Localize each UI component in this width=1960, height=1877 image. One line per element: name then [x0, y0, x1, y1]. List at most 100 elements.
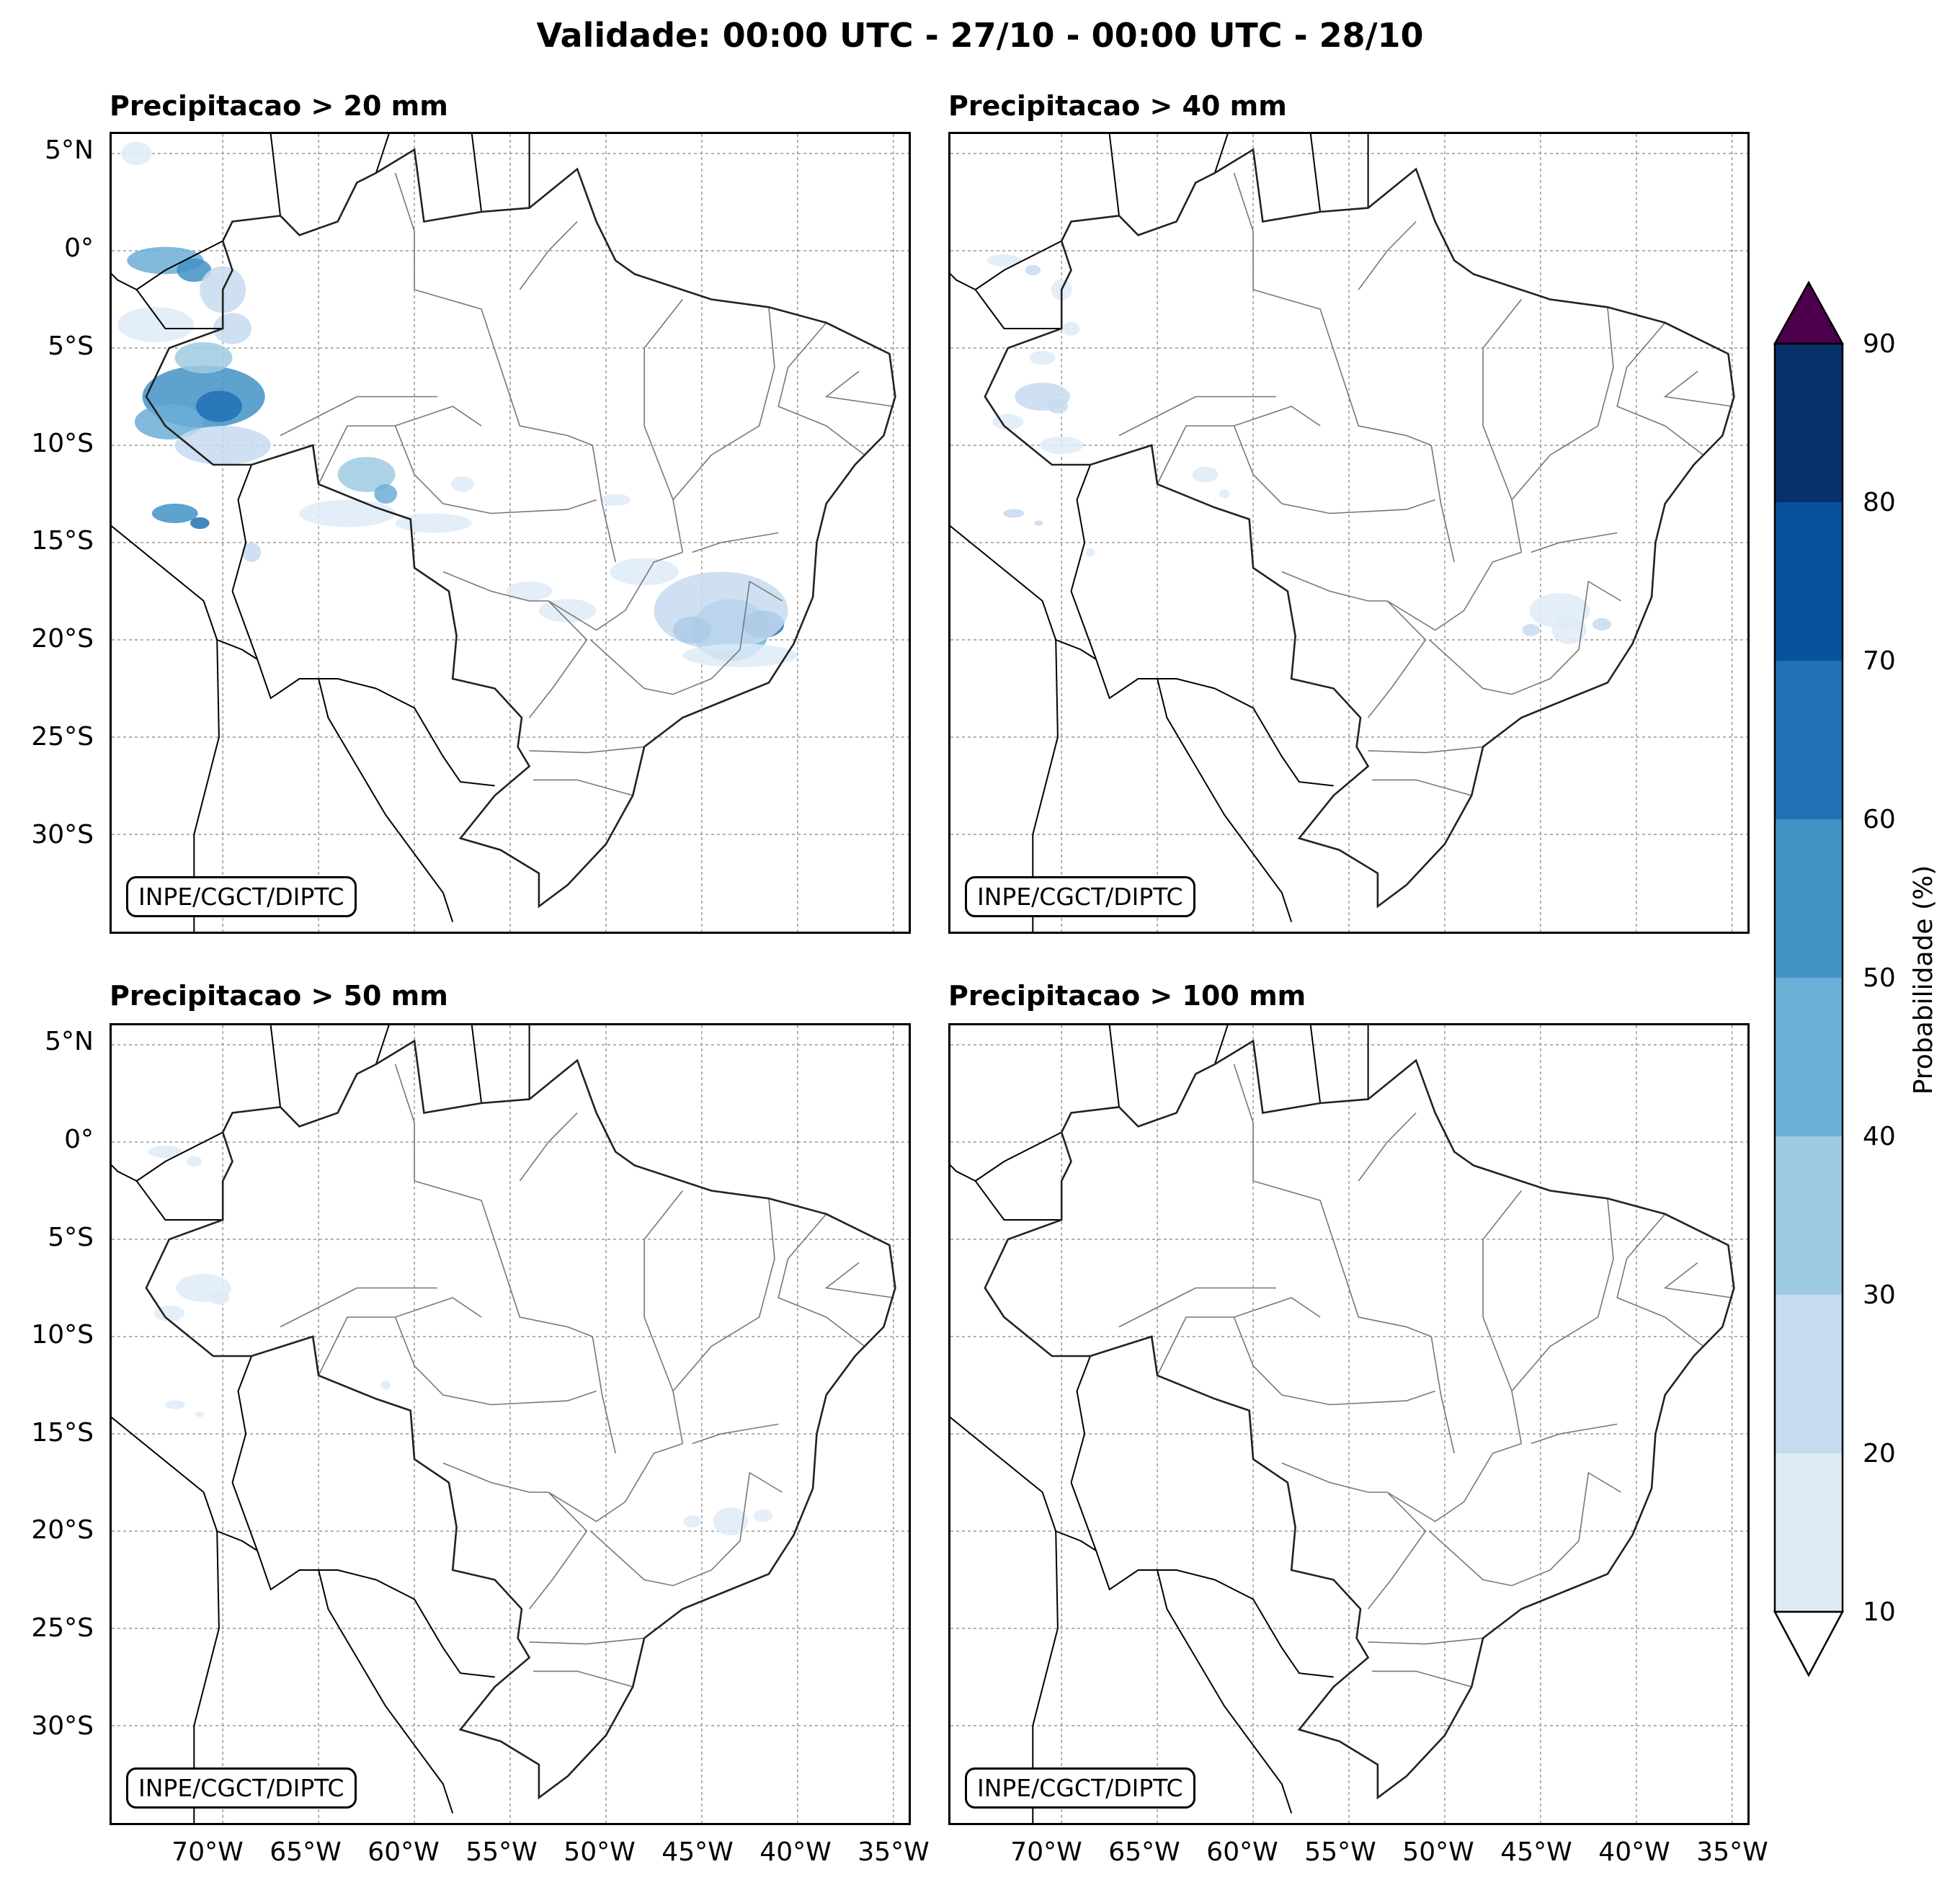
- map-svg-50mm: [112, 1025, 909, 1823]
- country-border: [950, 272, 1062, 329]
- country-border: [375, 1579, 495, 1678]
- precip-area: [380, 1381, 391, 1390]
- map-panel-40mm: INPE/CGCT/DIPTC: [948, 132, 1750, 934]
- state-border: [692, 1423, 779, 1445]
- state-border: [519, 220, 578, 290]
- state-border: [394, 172, 415, 290]
- lon-tick: 70°W: [1010, 1837, 1082, 1867]
- country-border: [1070, 464, 1092, 592]
- state-border: [1511, 307, 1614, 501]
- credit-label: INPE/CGCT/DIPTC: [965, 876, 1195, 917]
- country-border: [1214, 1579, 1334, 1678]
- country-border: [231, 1482, 377, 1591]
- state-border: [414, 289, 593, 446]
- lon-tick: 50°W: [564, 1837, 636, 1867]
- country-border: [136, 1131, 223, 1182]
- precip-area: [121, 141, 152, 166]
- precip-area: [1592, 618, 1612, 630]
- state-border: [592, 445, 616, 563]
- state-border: [778, 1213, 827, 1318]
- state-border: [1663, 1262, 1732, 1298]
- state-border: [1616, 322, 1666, 427]
- lon-tick: 50°W: [1402, 1837, 1474, 1867]
- precip-area: [1219, 489, 1230, 499]
- map-panel-100mm: INPE/CGCT/DIPTC: [948, 1023, 1750, 1825]
- precip-area: [337, 457, 396, 492]
- state-border: [1531, 1423, 1618, 1445]
- panel-title-50mm: Precipitacao > 50 mm: [110, 980, 448, 1012]
- country-border: [318, 1569, 454, 1814]
- country-border: [975, 1131, 1062, 1182]
- state-border: [1252, 1180, 1432, 1337]
- state-border: [1430, 1336, 1455, 1454]
- lat-tick: 15°S: [31, 1418, 94, 1448]
- state-border: [1663, 370, 1732, 407]
- precip-area: [986, 254, 1022, 267]
- country-border: [975, 240, 1062, 290]
- panel-title-20mm: Precipitacao > 20 mm: [110, 90, 448, 122]
- precip-area: [1047, 399, 1069, 414]
- state-border: [548, 551, 683, 631]
- precip-area: [753, 1509, 773, 1522]
- country-border: [136, 240, 223, 290]
- colorbar-segment: [1775, 819, 1843, 978]
- colorbar-tick: 50: [1863, 963, 1896, 993]
- country-border: [1108, 1025, 1120, 1107]
- colorbar-tick: 20: [1863, 1439, 1896, 1468]
- state-border: [1157, 1297, 1321, 1376]
- map-svg-20mm: [112, 134, 909, 932]
- map-panel-50mm: INPE/CGCT/DIPTC: [110, 1023, 911, 1825]
- lon-tick: 70°W: [172, 1837, 244, 1867]
- state-border: [1665, 425, 1704, 456]
- precip-area: [374, 484, 398, 504]
- lon-tick: 60°W: [1206, 1837, 1278, 1867]
- precip-area: [177, 258, 212, 282]
- precip-area: [1086, 548, 1095, 557]
- state-border: [590, 1471, 783, 1587]
- state-border: [826, 425, 865, 456]
- state-border: [643, 1190, 684, 1444]
- precip-area: [1040, 436, 1084, 455]
- state-border: [778, 322, 827, 427]
- lat-tick: 15°S: [31, 526, 94, 556]
- state-border: [1665, 1316, 1704, 1347]
- precip-area: [682, 643, 798, 667]
- lat-tick: 10°S: [31, 429, 94, 458]
- colorbar-tick: 70: [1863, 646, 1896, 676]
- lat-tick: 25°S: [31, 1613, 94, 1643]
- state-border: [528, 1492, 588, 1610]
- precip-area: [1529, 593, 1590, 628]
- lon-tick: 65°W: [1108, 1837, 1180, 1867]
- lon-tick: 35°W: [1696, 1837, 1768, 1867]
- precip-area: [538, 599, 597, 623]
- state-border: [1371, 779, 1472, 796]
- country-border: [1070, 1355, 1092, 1483]
- lon-tick: 40°W: [760, 1837, 832, 1867]
- colorbar-segment: [1775, 502, 1843, 661]
- colorbar-segment: [1775, 1136, 1843, 1295]
- state-border: [1386, 551, 1522, 631]
- state-border: [394, 425, 597, 514]
- country-border: [231, 464, 253, 592]
- lat-tick: 5°N: [45, 135, 94, 165]
- precip-area: [195, 1412, 205, 1417]
- colorbar-tick: 90: [1863, 329, 1896, 359]
- lat-tick: 20°S: [31, 1515, 94, 1545]
- map-panel-20mm: INPE/CGCT/DIPTC: [110, 132, 911, 934]
- country-border: [216, 1530, 258, 1551]
- state-border: [528, 600, 588, 718]
- state-border: [1157, 406, 1321, 485]
- colorbar-tick: 60: [1863, 805, 1896, 834]
- state-border: [672, 1198, 775, 1392]
- colorbar-segment: [1775, 661, 1843, 819]
- precip-area: [153, 1305, 185, 1321]
- colorbar-label: Probabilidade (%): [1909, 865, 1938, 1095]
- colorbar-tick: 40: [1863, 1122, 1896, 1151]
- country-border: [375, 1025, 390, 1065]
- precip-area: [683, 1515, 701, 1528]
- state-border: [643, 299, 684, 553]
- precip-area: [1522, 623, 1540, 637]
- lon-tick: 55°W: [1304, 1837, 1376, 1867]
- colorbar-segment: [1775, 1295, 1843, 1453]
- state-border: [672, 307, 775, 501]
